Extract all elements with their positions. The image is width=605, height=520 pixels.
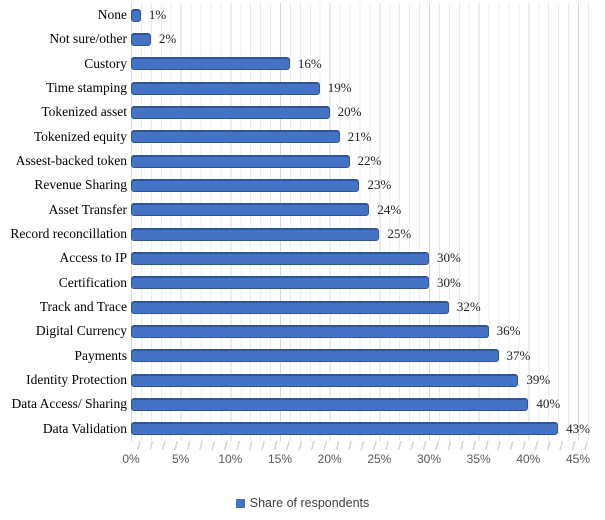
bar-row: 40% xyxy=(131,392,590,416)
category-label: Assest-backed token xyxy=(15,153,127,169)
bar xyxy=(131,178,360,192)
x-axis-tick-label: 40% xyxy=(516,452,541,466)
bar xyxy=(131,349,499,363)
category-label: None xyxy=(97,7,127,23)
value-label: 2% xyxy=(158,31,177,47)
value-label: 30% xyxy=(437,250,461,266)
bar xyxy=(131,227,380,241)
value-label: 24% xyxy=(377,201,402,217)
bar-row: 19% xyxy=(131,76,590,100)
bar-row: 23% xyxy=(131,173,590,197)
category-labels: None Not sure/other Custory Time stamping To… xyxy=(0,3,127,441)
category-label: Tokenized equity xyxy=(33,128,127,144)
bar-row: 20% xyxy=(131,100,590,124)
category-label: Digital Currency xyxy=(35,323,127,339)
bar xyxy=(131,373,519,387)
bar-row: 24% xyxy=(131,198,590,222)
bar-row: 39% xyxy=(131,368,590,392)
value-label: 25% xyxy=(387,226,412,242)
bar xyxy=(131,324,489,338)
bar xyxy=(131,130,340,144)
x-axis-tick-label: 15% xyxy=(267,452,293,466)
value-label: 40% xyxy=(536,396,561,412)
legend-swatch-icon xyxy=(235,498,245,508)
bar xyxy=(131,32,151,46)
bar-row: 2% xyxy=(131,27,590,51)
bar xyxy=(131,105,330,119)
value-label: 30% xyxy=(437,274,461,290)
category-label: Payments xyxy=(74,347,128,363)
category-label: Not sure/other xyxy=(49,31,127,47)
bar xyxy=(131,300,449,314)
value-label: 19% xyxy=(327,80,352,96)
legend-label: Share of respondents xyxy=(249,496,370,510)
bar-row: 1% xyxy=(131,3,590,27)
category-label: Identity Protection xyxy=(26,372,127,388)
x-axis-slash-strip xyxy=(131,441,590,450)
bar-row: 30% xyxy=(131,246,590,270)
bar-row: 21% xyxy=(131,125,590,149)
value-label: 37% xyxy=(506,347,531,363)
x-axis-tick-label: 45% xyxy=(565,452,591,466)
bar xyxy=(131,422,559,436)
value-label: 21% xyxy=(347,128,372,144)
value-label: 36% xyxy=(496,323,521,339)
value-label: 23% xyxy=(367,177,392,193)
category-label: Access to IP xyxy=(59,250,128,266)
legend: Share of respondents xyxy=(0,496,605,510)
x-axis-tick-label: 5% xyxy=(171,452,190,466)
value-label: 1% xyxy=(148,7,167,23)
category-label: Custory xyxy=(84,55,127,71)
x-axis-tick-label: 35% xyxy=(466,452,491,466)
bar-row: 16% xyxy=(131,52,590,76)
value-label: 22% xyxy=(357,153,382,169)
category-label: Track and Trace xyxy=(39,299,127,315)
bar xyxy=(131,154,350,168)
value-label: 16% xyxy=(297,55,322,71)
x-axis-tick-label: 10% xyxy=(218,452,243,466)
category-label: Revenue Sharing xyxy=(34,177,127,193)
value-label: 20% xyxy=(337,104,362,120)
bar-row: 37% xyxy=(131,344,590,368)
bar xyxy=(131,8,141,22)
value-label: 39% xyxy=(526,372,551,388)
x-axis-tick-label: 20% xyxy=(317,452,342,466)
x-axis-tick-label: 30% xyxy=(416,452,442,466)
bar-row: 25% xyxy=(131,222,590,246)
bar xyxy=(131,276,429,290)
x-axis-ticks: 0% 5% 10% 15% 20% 25% 30% 35% 40% 45% xyxy=(122,452,591,468)
bar-row: 36% xyxy=(131,319,590,343)
category-label: Data Access/ Sharing xyxy=(11,396,127,412)
bar-row: 22% xyxy=(131,149,590,173)
x-axis-tick-label: 25% xyxy=(367,452,392,466)
value-label: 43% xyxy=(566,420,590,436)
bar-row: 32% xyxy=(131,295,590,319)
bar xyxy=(131,251,429,265)
category-label: Asset Transfer xyxy=(48,201,127,217)
category-label: Certification xyxy=(58,274,127,290)
bar xyxy=(131,397,529,411)
category-label: Tokenized asset xyxy=(41,104,127,120)
bar xyxy=(131,203,370,217)
category-label: Time stamping xyxy=(46,80,127,96)
bar xyxy=(131,57,290,71)
bar-row: 43% xyxy=(131,417,590,441)
category-label: Data Validation xyxy=(42,420,127,436)
bar xyxy=(131,81,320,95)
value-label: 32% xyxy=(456,299,481,315)
x-axis-tick-label: 0% xyxy=(122,452,140,466)
category-label: Record reconcillation xyxy=(10,226,127,242)
bar-row: 30% xyxy=(131,271,590,295)
plot-area: 1% 2% 16% 19% 20% 21% 22% 23% 24% 25% 30% 30% 32% 36%… xyxy=(131,3,590,441)
